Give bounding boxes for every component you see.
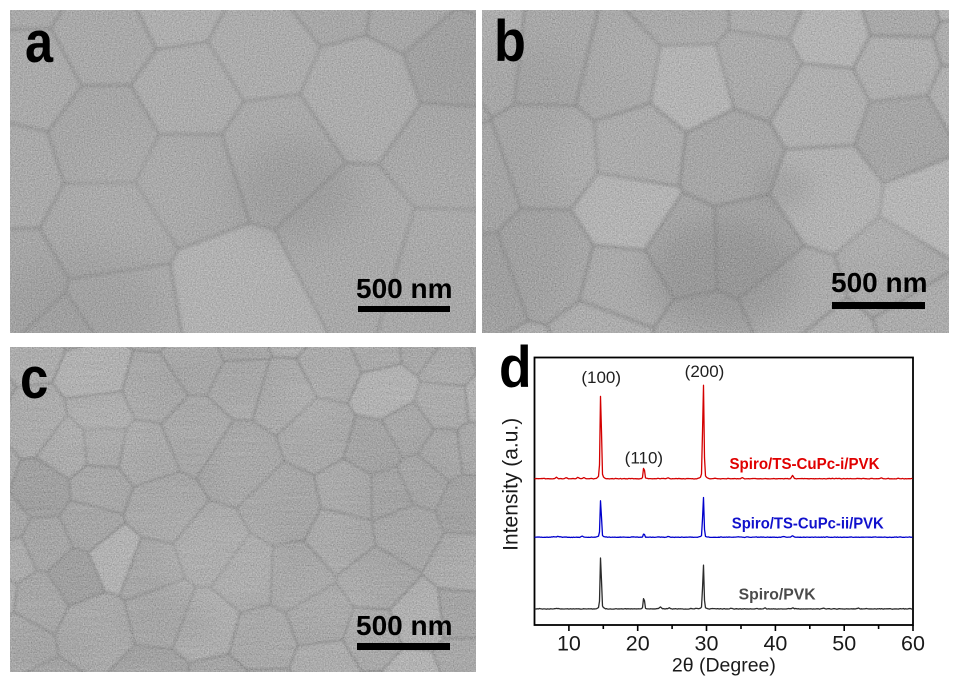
svg-text:Spiro/PVK: Spiro/PVK xyxy=(739,586,816,603)
svg-text:Spiro/TS-CuPc-ii/PVK: Spiro/TS-CuPc-ii/PVK xyxy=(732,516,884,533)
svg-text:10: 10 xyxy=(557,632,581,656)
svg-text:2θ (Degree): 2θ (Degree) xyxy=(672,656,776,677)
svg-text:Intensity (a.u.): Intensity (a.u.) xyxy=(500,418,523,551)
svg-text:Spiro/TS-CuPc-i/PVK: Spiro/TS-CuPc-i/PVK xyxy=(730,456,880,473)
svg-text:(100): (100) xyxy=(581,368,621,387)
svg-text:60: 60 xyxy=(901,632,925,656)
svg-text:(110): (110) xyxy=(625,449,663,468)
svg-text:40: 40 xyxy=(763,632,787,656)
svg-text:50: 50 xyxy=(832,632,856,656)
svg-text:30: 30 xyxy=(695,632,719,656)
svg-text:20: 20 xyxy=(626,632,650,656)
svg-text:(200): (200) xyxy=(685,362,725,381)
